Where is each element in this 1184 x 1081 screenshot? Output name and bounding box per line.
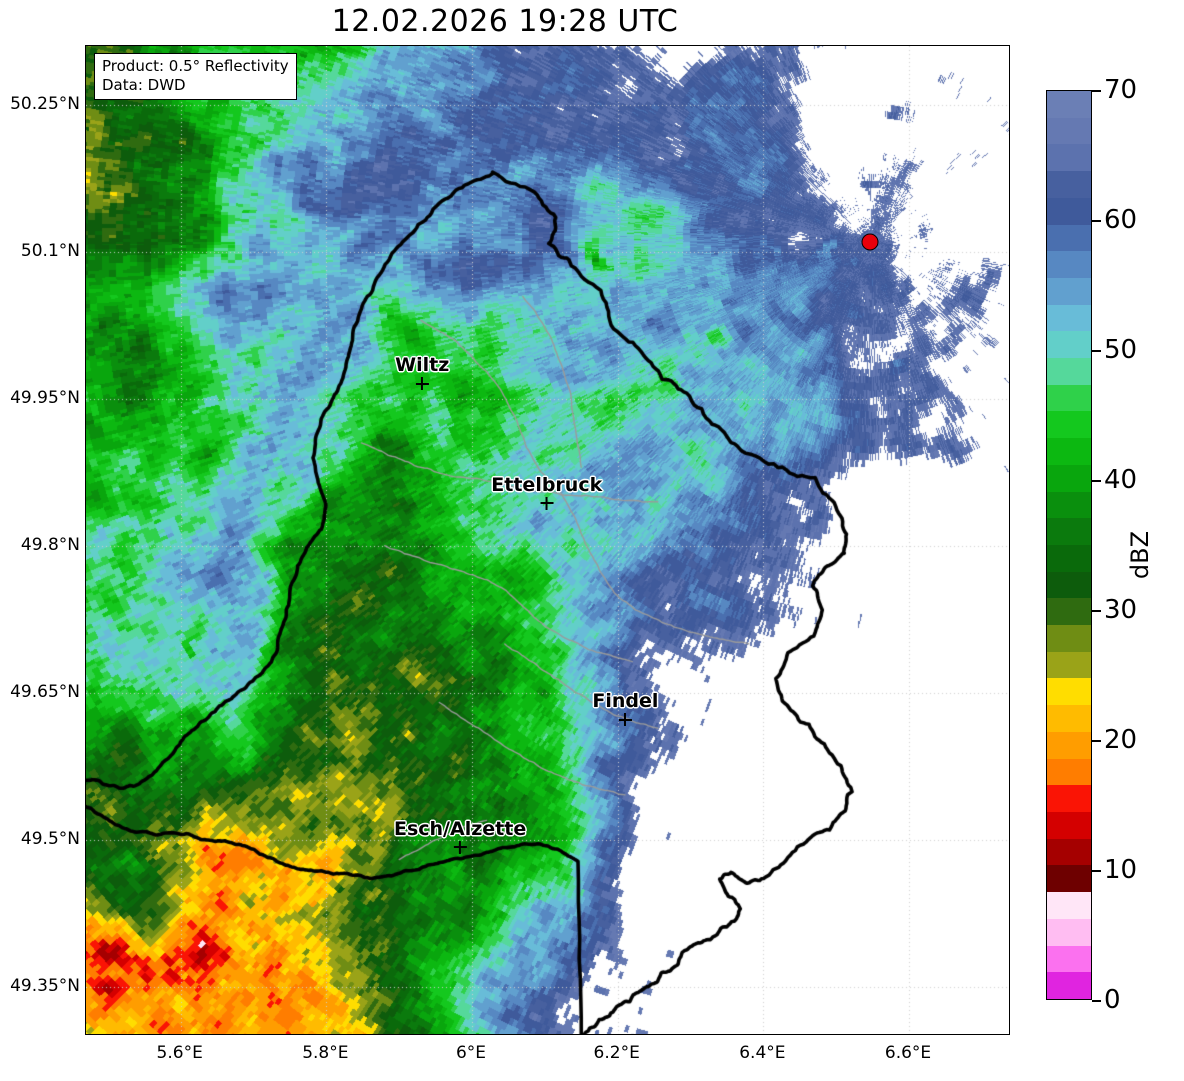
colorbar-band (1047, 331, 1091, 359)
colorbar-tick-label: 20 (1092, 725, 1137, 755)
colorbar-band (1047, 918, 1091, 946)
colorbar-tick-label: 60 (1092, 205, 1137, 235)
product-info-box: Product: 0.5° Reflectivity Data: DWD (94, 53, 297, 101)
page-title: 12.02.2026 19:28 UTC (331, 4, 679, 39)
lat-tick-label: 50.25°N (10, 93, 80, 114)
latitude-axis: 50.25°N 50.1°N 49.95°N 49.8°N 49.65°N 49.5°N 4… (0, 0, 80, 1081)
lat-tick-label: 49.8°N (20, 534, 80, 555)
city-marker-cross-icon (453, 840, 467, 854)
colorbar-band (1047, 838, 1091, 866)
city-label: Esch/Alzette (394, 818, 526, 854)
city-name-text: Wiltz (395, 354, 450, 377)
city-marker-cross-icon (540, 496, 554, 510)
city-label: Wiltz (395, 354, 450, 391)
colorbar-band (1047, 411, 1091, 439)
colorbar-band (1047, 865, 1091, 893)
colorbar-band (1047, 518, 1091, 545)
lon-tick-label: 5.6°E (156, 1043, 203, 1063)
info-product-line: Product: 0.5° Reflectivity (102, 57, 289, 75)
colorbar-band (1047, 598, 1091, 626)
map-borders-layer (86, 46, 1009, 1034)
longitude-axis: 5.6°E 5.8°E 6°E 6.2°E 6.4°E 6.6°E (0, 1043, 1184, 1073)
lon-tick-label: 5.8°E (302, 1043, 349, 1063)
colorbar-ticks: 0 10 20 30 40 50 60 70 (1092, 0, 1184, 1081)
city-marker-cross-icon (415, 377, 429, 391)
colorbar-tick-label: 30 (1092, 595, 1137, 625)
colorbar-tick-label: 0 (1092, 985, 1121, 1015)
colorbar-band (1047, 384, 1091, 412)
colorbar-band (1047, 144, 1091, 172)
colorbar-band (1047, 224, 1091, 252)
colorbar-band (1047, 438, 1091, 465)
colorbar-band (1047, 705, 1091, 732)
colorbar-band (1047, 625, 1091, 652)
colorbar-band (1047, 945, 1091, 973)
city-name-text: Esch/Alzette (393, 817, 527, 840)
colorbar-band (1047, 785, 1091, 812)
colorbar-band (1047, 358, 1091, 385)
lat-tick-label: 49.35°N (10, 975, 80, 996)
colorbar-tick-label: 40 (1092, 465, 1137, 495)
colorbar-band (1047, 304, 1091, 332)
colorbar-tick-label: 50 (1092, 335, 1137, 365)
lat-tick-label: 49.65°N (10, 681, 80, 702)
lat-tick-label: 50.1°N (20, 240, 80, 261)
colorbar-band (1047, 117, 1091, 145)
city-name-text: Ettelbruck (491, 473, 603, 496)
lon-tick-label: 6.2°E (593, 1043, 640, 1063)
city-marker-cross-icon (618, 713, 632, 727)
colorbar-band (1047, 972, 1091, 999)
colorbar-band (1047, 811, 1091, 839)
colorbar-band (1047, 91, 1091, 118)
city-label: Findel (592, 690, 659, 727)
radar-plot-panel[interactable] (85, 45, 1010, 1035)
colorbar-band (1047, 277, 1091, 305)
colorbar-band (1047, 892, 1091, 919)
colorbar-band (1047, 571, 1091, 599)
colorbar-axis-label: dBZ (1126, 530, 1154, 580)
city-name-text: Findel (592, 690, 659, 713)
colorbar-band (1047, 491, 1091, 519)
colorbar-band (1047, 544, 1091, 572)
lon-tick-label: 6.4°E (739, 1043, 786, 1063)
colorbar-band (1047, 464, 1091, 492)
lon-tick-label: 6.6°E (884, 1043, 932, 1063)
colorbar-band (1047, 731, 1091, 759)
info-data-line: Data: DWD (102, 76, 186, 95)
lat-tick-label: 49.5°N (20, 828, 80, 849)
colorbar-band (1047, 251, 1091, 278)
colorbar-band (1047, 758, 1091, 786)
colorbar-band (1047, 197, 1091, 225)
colorbar-band (1047, 678, 1091, 706)
colorbar-tick-label: 70 (1092, 75, 1137, 105)
colorbar[interactable] (1046, 90, 1092, 1000)
lon-tick-label: 6°E (455, 1043, 487, 1063)
colorbar-band (1047, 651, 1091, 679)
city-label: Ettelbruck (491, 474, 602, 510)
lat-tick-label: 49.95°N (10, 387, 80, 408)
radar-station-marker-icon (861, 233, 879, 251)
colorbar-tick-label: 10 (1092, 855, 1137, 885)
colorbar-band (1047, 171, 1091, 198)
